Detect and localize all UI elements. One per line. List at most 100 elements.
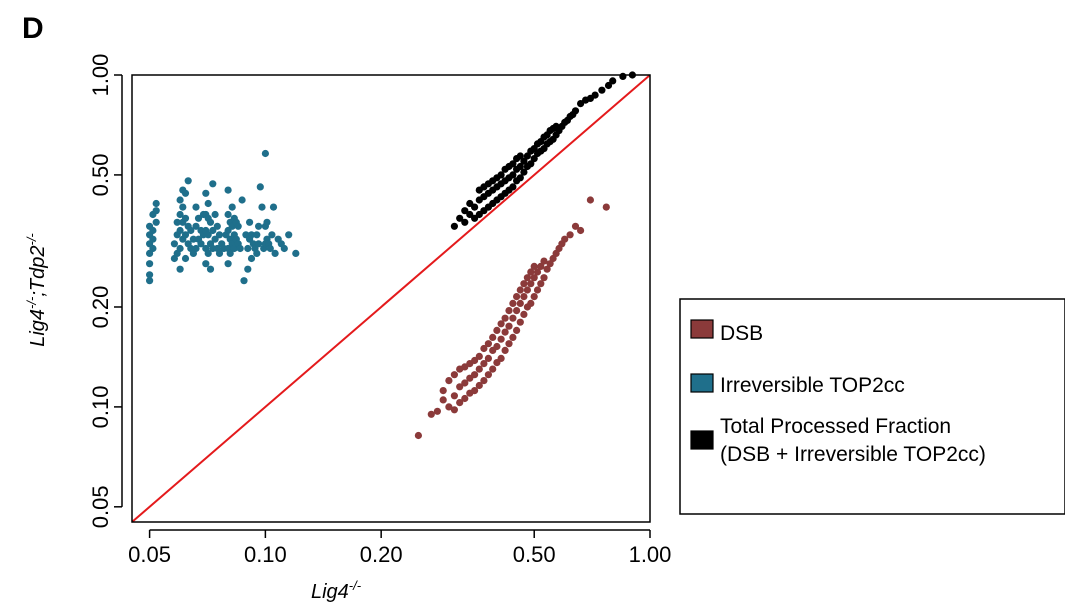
- data-point: [461, 394, 469, 403]
- reference-line-group: [131, 74, 651, 523]
- data-point: [561, 235, 569, 243]
- data-point: [501, 328, 509, 336]
- data-point: [184, 177, 192, 185]
- data-point: [586, 196, 595, 204]
- data-point: [224, 210, 232, 219]
- data-point: [224, 260, 232, 268]
- data-point: [209, 226, 217, 235]
- data-point: [149, 244, 157, 253]
- data-point: [149, 235, 157, 243]
- data-point: [427, 410, 435, 418]
- data-point: [226, 249, 234, 257]
- data-point: [484, 340, 492, 348]
- data-point: [268, 231, 276, 239]
- data-point: [192, 222, 200, 230]
- data-point: [179, 203, 187, 211]
- y-tick-label: 0.10: [88, 385, 113, 428]
- data-point: [152, 199, 160, 208]
- data-point: [176, 196, 184, 204]
- data-point: [181, 189, 190, 197]
- data-point: [571, 107, 580, 115]
- data-point: [527, 280, 535, 288]
- data-point: [501, 314, 509, 322]
- data-point: [224, 186, 232, 194]
- data-point: [176, 265, 184, 273]
- data-point: [236, 244, 244, 253]
- data-point: [571, 222, 580, 230]
- data-point: [247, 254, 256, 263]
- data-point: [516, 152, 524, 160]
- data-point: [497, 335, 505, 343]
- legend: DSB Irreversible TOP2cc Total Processed Fr…: [679, 298, 1065, 515]
- legend-entry: DSB: [690, 319, 763, 345]
- legend-entry: Total Processed Fraction (DSB + Irreversi…: [690, 415, 986, 466]
- data-point: [484, 371, 492, 379]
- data-point: [471, 387, 479, 395]
- data-point: [489, 333, 497, 341]
- data-point: [537, 280, 545, 288]
- data-point: [461, 379, 469, 387]
- data-point: [258, 203, 266, 211]
- data-point: [197, 240, 205, 248]
- data-point: [445, 403, 453, 411]
- data-point: [280, 244, 288, 253]
- data-point: [527, 268, 535, 276]
- data-point: [456, 383, 464, 391]
- x-tick-label: 0.10: [244, 542, 287, 567]
- data-point: [509, 333, 517, 341]
- plot-frame: [131, 74, 651, 523]
- data-point: [609, 77, 617, 85]
- data-point: [211, 235, 219, 243]
- data-point: [516, 286, 524, 294]
- data-point: [540, 257, 548, 265]
- data-point: [215, 231, 224, 239]
- y-tick-label: 1.00: [88, 54, 113, 97]
- data-point: [530, 274, 538, 282]
- data-point: [493, 342, 501, 351]
- data-point: [497, 354, 505, 362]
- data-point: [445, 377, 453, 385]
- data-point: [450, 406, 458, 414]
- data-point: [461, 218, 469, 226]
- data-point: [246, 218, 254, 226]
- data-point: [204, 249, 212, 257]
- data-point: [173, 218, 181, 226]
- data-point: [619, 72, 627, 80]
- x-tick-label: 0.05: [128, 542, 171, 567]
- data-point: [271, 249, 279, 257]
- x-tick-label: 1.00: [629, 542, 672, 567]
- panel-label: D: [22, 12, 44, 45]
- data-point: [520, 293, 528, 301]
- data-point: [466, 210, 474, 219]
- data-point: [266, 244, 274, 253]
- data-point: [439, 396, 447, 404]
- data-point: [566, 231, 574, 239]
- data-point: [598, 86, 606, 94]
- data-point: [523, 286, 532, 294]
- data-point: [450, 222, 458, 230]
- data-point: [176, 210, 184, 219]
- data-point: [509, 160, 517, 168]
- data-point: [450, 392, 458, 400]
- data-point: [489, 365, 497, 373]
- legend-swatch: [690, 373, 714, 393]
- data-point: [456, 214, 464, 222]
- x-axis-title: Lig4-/-: [311, 578, 362, 603]
- y-tick-label: 0.20: [88, 286, 113, 329]
- series-1: [414, 196, 610, 440]
- data-point: [520, 310, 528, 318]
- data-point: [505, 307, 513, 315]
- legend-box: [679, 298, 1065, 515]
- y-axis-title: Lig4-/-​;Tdp2-/-​: [24, 233, 49, 347]
- data-point: [516, 299, 524, 307]
- data-point: [152, 207, 160, 215]
- data-point: [261, 149, 269, 158]
- data-point: [228, 203, 236, 211]
- data-point: [206, 218, 215, 226]
- data-point: [520, 157, 528, 165]
- data-point: [450, 371, 458, 379]
- data-point: [414, 431, 422, 440]
- legend-entry: Irreversible TOP2cc: [690, 373, 905, 397]
- data-point: [247, 231, 256, 239]
- data-point: [240, 277, 248, 285]
